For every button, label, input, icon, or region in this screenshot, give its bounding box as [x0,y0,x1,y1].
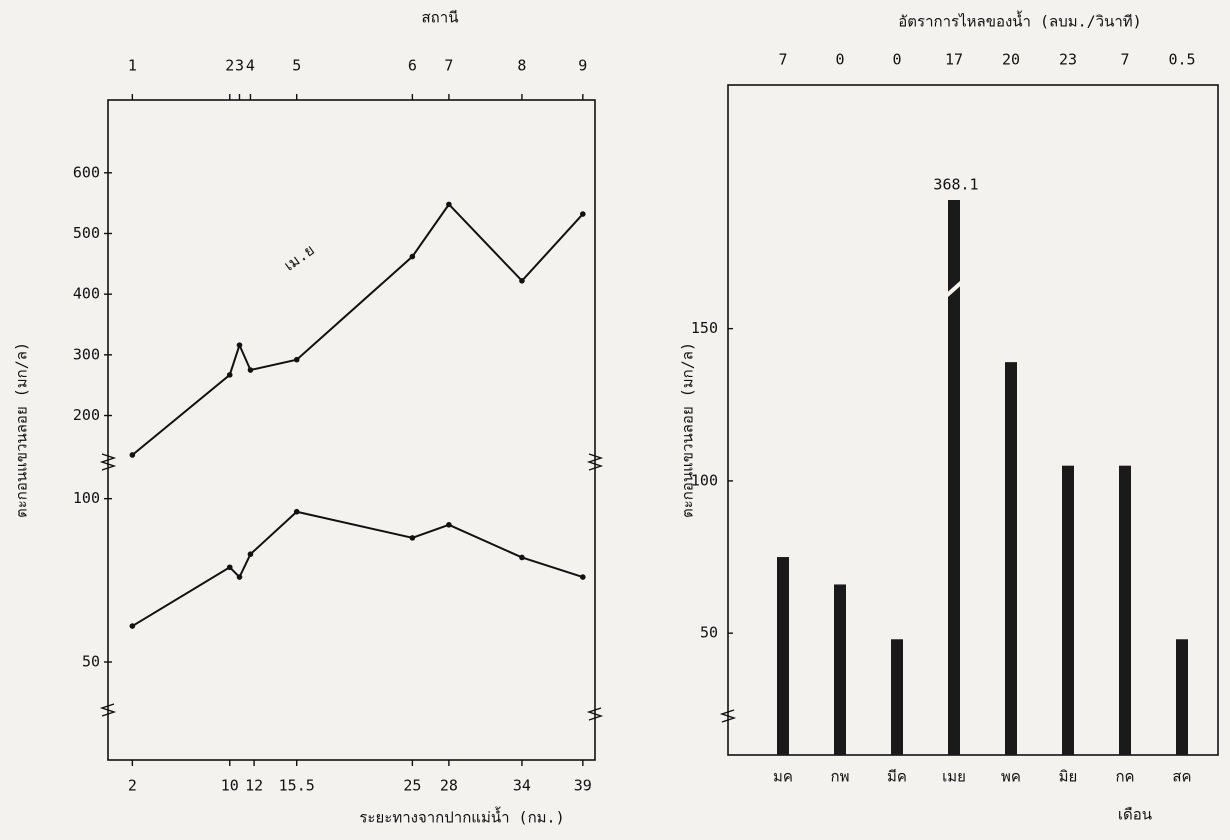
x-tick-label: มีค [887,768,907,786]
y-tick-label: 100 [73,489,100,507]
bar [1005,362,1017,755]
y-tick-label: 150 [691,319,718,337]
data-point [247,367,254,373]
data-point [226,372,233,378]
bar [834,584,846,755]
x-tick-label: 34 [513,777,531,795]
series-line [131,202,584,456]
data-point [129,452,136,458]
data-point [519,278,525,284]
bar [1062,465,1074,755]
x-tick-label: 25 [403,777,421,795]
y-tick-label: 400 [73,285,100,303]
x-tick-label: 15.5 [279,777,315,795]
bar [1119,465,1131,755]
x2-tick-label: 7 [444,57,453,75]
x-tick-label: 28 [440,777,458,795]
x-tick-label: พค [1001,768,1021,786]
x-axis-title: ระยะทางจากปากแม่น้ำ (กม.) [359,807,564,827]
x2-tick-label: 4 [246,57,255,75]
data-point [247,551,254,557]
data-point [519,554,525,561]
data-point [293,356,300,363]
data-point [293,508,300,515]
axis-break-mark [99,453,117,471]
data-point [580,211,586,217]
data-point [236,574,243,580]
x2-tick-label: 1 [128,57,137,75]
x-tick-label: เมย [942,768,966,786]
bar [777,557,789,755]
data-point [236,342,243,348]
y-axis-title: ตะกอนแขวนลอย (มก/ล) [13,342,31,518]
series-line [131,510,584,627]
x2-axis-title: อัตราการไหลของน้ำ (ลบม./วินาที) [898,11,1141,31]
x2-tick-label: 2 [225,57,234,75]
x-tick-label: มิย [1059,768,1078,786]
axis-break-mark [99,703,117,717]
bar [891,639,903,755]
x-axis-title: เดือน [1118,806,1152,824]
x2-axis-title: สถานี [422,9,459,27]
x-tick-label: 2 [128,777,137,795]
axis-break-mark [586,453,604,471]
y-tick-label: 50 [700,624,718,642]
data-point [226,564,233,571]
left-frame [107,99,596,761]
x2-tick-label: 6 [408,57,417,75]
data-point [446,201,452,208]
x-tick-label: กค [1115,768,1134,786]
y-axis-title: ตะกอนแขวนลอย (มก/ล) [679,342,697,518]
x-tick-label: 39 [574,777,592,795]
x-tick-label: สค [1172,768,1191,786]
flow-rate-label: 0.5 [1168,51,1195,69]
y-tick-label: 200 [73,406,100,424]
x2-tick-label: 3 [235,57,244,75]
data-point [446,522,452,528]
flow-rate-label: 7 [778,51,787,69]
y-tick-label: 600 [73,163,100,181]
x-tick-label: 12 [245,777,263,795]
x2-tick-label: 8 [517,57,526,75]
data-point [129,623,136,629]
bar-break [943,279,965,299]
data-point [409,535,416,541]
x2-tick-label: 9 [578,57,587,75]
y-tick-label: 300 [73,345,100,363]
data-label: 368.1 [933,176,978,194]
y-tick-label: 500 [73,224,100,242]
flow-rate-label: 17 [945,51,963,69]
flow-rate-label: 0 [892,51,901,69]
axis-break-mark [586,707,604,721]
y-tick-label: 100 [691,471,718,489]
x-tick-label: 10 [221,777,239,795]
axis-break-mark [719,709,737,723]
flow-rate-label: 7 [1120,51,1129,69]
x-tick-label: กพ [831,768,850,786]
flow-rate-label: 23 [1059,51,1077,69]
series-label: เม.ย [281,241,318,275]
right-frame [727,84,1219,756]
data-point [580,574,586,580]
bar [1176,639,1188,755]
data-point [409,253,416,260]
bar [948,200,960,755]
flow-rate-label: 0 [835,51,844,69]
x2-tick-label: 5 [292,57,301,75]
flow-rate-label: 20 [1002,51,1020,69]
x-tick-label: มค [773,768,793,786]
y-tick-label: 50 [82,653,100,671]
